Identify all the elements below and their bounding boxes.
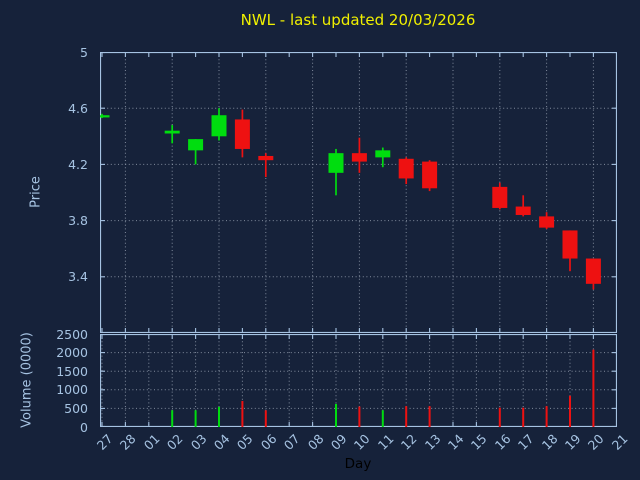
candle-body-day-03 <box>188 139 204 151</box>
volume-bar-day-18 <box>545 406 548 427</box>
day-tick-label: 28 <box>117 431 139 453</box>
candle-body-day-06 <box>258 155 274 161</box>
day-tick-label: 05 <box>234 431 256 453</box>
volume-tick-label: 2000 <box>56 345 88 361</box>
volume-bar-day-17 <box>522 407 525 427</box>
volume-bar-day-16 <box>498 407 501 427</box>
volume-bar-day-04 <box>218 406 220 427</box>
day-tick-label: 07 <box>280 431 303 453</box>
candle-body-day-19 <box>562 230 578 259</box>
candle-body-day-02 <box>164 130 180 134</box>
day-tick-label: 14 <box>444 431 467 453</box>
candle-body-day-09 <box>328 153 344 173</box>
x-axis-label: Day <box>344 456 372 472</box>
candle-body-day-04 <box>211 115 227 137</box>
candle-body-day-10 <box>351 153 367 162</box>
volume-tick-label: 0 <box>80 419 88 435</box>
volume-bar-day-20 <box>592 349 595 427</box>
price-axis-label: Price <box>28 176 44 208</box>
candle-body-day-05 <box>234 119 250 149</box>
day-tick-label: 06 <box>257 431 280 453</box>
candle-body-day-11 <box>375 150 391 158</box>
day-tick-label: 01 <box>140 431 163 453</box>
volume-bar-day-10 <box>358 406 361 427</box>
day-tick-label: 19 <box>561 431 584 453</box>
day-tick-label: 13 <box>421 431 444 453</box>
day-tick-label: 04 <box>210 431 233 453</box>
volume-bar-day-19 <box>569 395 571 427</box>
price-tick-label: 4.6 <box>68 100 88 116</box>
volume-bar-day-13 <box>428 406 431 427</box>
price-tick-label: 3.4 <box>68 269 88 285</box>
candle-body-day-12 <box>398 158 414 179</box>
volume-tick-label: 500 <box>64 400 88 416</box>
volume-bar-day-09 <box>335 403 337 427</box>
candle-body-day-20 <box>585 258 601 284</box>
candle-body-day-27 <box>100 115 110 118</box>
day-tick-label: 16 <box>491 431 514 453</box>
volume-tick-label: 1500 <box>56 363 88 379</box>
volume-bar-day-12 <box>405 406 408 427</box>
day-tick-label: 09 <box>327 431 350 453</box>
price-candlestick-panel <box>100 52 617 333</box>
day-tick-label: 12 <box>397 431 420 453</box>
axes-spines <box>100 52 617 333</box>
day-tick-label: 17 <box>514 431 537 453</box>
candle-body-day-13 <box>422 161 438 189</box>
candle-body-day-16 <box>492 186 508 208</box>
price-tick-label: 4.2 <box>68 156 88 172</box>
price-tick-label: 5 <box>80 44 88 60</box>
day-tick-label: 20 <box>585 431 607 453</box>
candle-body-day-18 <box>539 216 555 228</box>
day-tick-label: 10 <box>351 431 373 453</box>
volume-bar-day-02 <box>171 410 174 427</box>
volume-bar-day-05 <box>241 400 244 427</box>
volume-bar-day-11 <box>381 410 384 427</box>
price-tick-label: 3.8 <box>68 213 88 229</box>
candle-body-day-17 <box>515 206 531 215</box>
day-tick-label: 08 <box>304 431 327 453</box>
volume-bar-panel <box>100 334 617 427</box>
chart-title: NWL - last updated 20/03/2026 <box>240 11 476 29</box>
volume-bar-day-06 <box>264 410 267 427</box>
day-tick-label: 21 <box>608 431 631 453</box>
volume-bar-day-03 <box>194 410 197 427</box>
day-tick-label: 02 <box>163 431 186 453</box>
day-tick-label: 11 <box>374 431 397 453</box>
volume-tick-label: 2500 <box>56 326 88 342</box>
volume-tick-label: 1000 <box>56 382 88 398</box>
day-tick-label: 18 <box>538 431 561 453</box>
day-tick-label: 27 <box>93 431 116 453</box>
day-tick-label: 03 <box>187 431 210 453</box>
day-tick-label: 15 <box>468 431 490 453</box>
